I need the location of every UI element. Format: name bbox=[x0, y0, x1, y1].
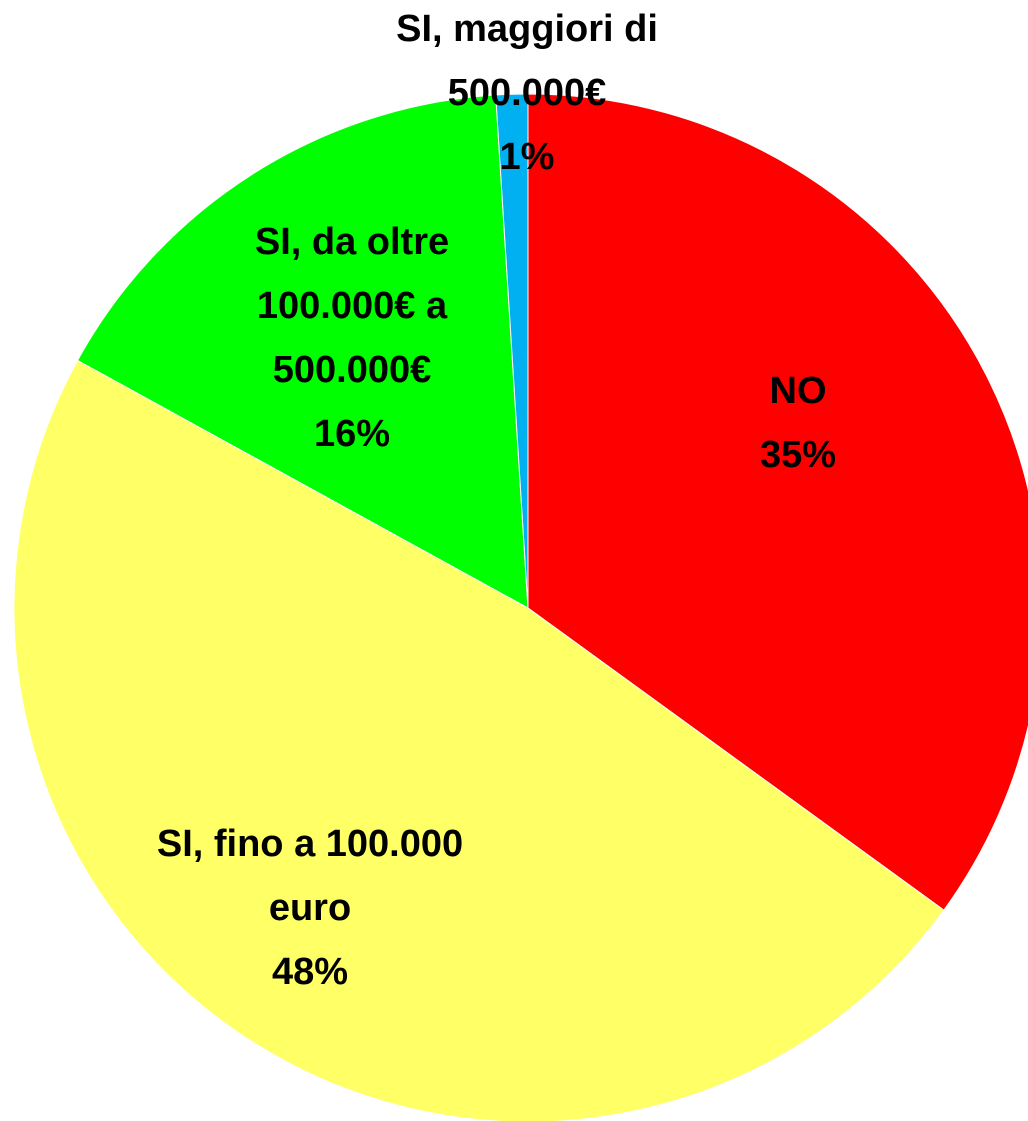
pie-slice bbox=[495, 93, 529, 609]
category-label: SI, da oltre 100.000€ a 500.000€ bbox=[255, 221, 449, 391]
pie-slice bbox=[76, 94, 529, 609]
category-label: SI, maggiori di 500.000€ bbox=[396, 8, 658, 114]
slice-label: SI, maggiori di 500.000€ 1% bbox=[396, 8, 658, 178]
pie-slice bbox=[527, 93, 1028, 911]
value-label: 16% bbox=[314, 413, 390, 455]
label-line: SI, fino a 100.000 bbox=[157, 823, 463, 865]
category-label: NO bbox=[770, 370, 827, 412]
label-line: SI, da oltre bbox=[255, 221, 449, 263]
label-line: 500.000€ bbox=[273, 349, 432, 391]
value-label: 48% bbox=[272, 951, 348, 993]
label-line: 100.000€ a bbox=[257, 285, 448, 327]
label-line: 500.000€ bbox=[448, 72, 607, 114]
value-label: 35% bbox=[760, 434, 836, 476]
value-label: 1% bbox=[500, 136, 555, 178]
category-label: SI, fino a 100.000 euro bbox=[157, 823, 463, 929]
label-line: SI, maggiori di bbox=[396, 8, 658, 50]
pie-slice bbox=[13, 359, 945, 1121]
slice-label: SI, fino a 100.000 euro 48% bbox=[157, 823, 463, 993]
label-line: NO bbox=[770, 370, 827, 412]
slice-label: SI, da oltre 100.000€ a 500.000€ 16% bbox=[255, 221, 449, 455]
label-line: euro bbox=[269, 887, 351, 929]
slice-label: NO 35% bbox=[760, 370, 836, 476]
